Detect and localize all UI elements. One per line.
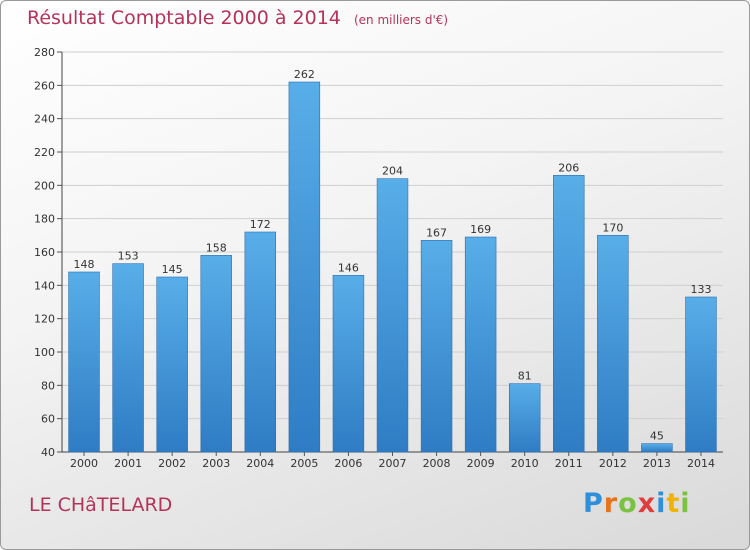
x-tick-label: 2007 xyxy=(379,457,407,470)
x-tick-label: 2004 xyxy=(246,457,274,470)
x-tick-label: 2008 xyxy=(423,457,451,470)
y-tick-label: 100 xyxy=(34,346,55,359)
bar xyxy=(112,263,144,453)
x-tick-label: 2012 xyxy=(599,457,627,470)
bar xyxy=(685,296,717,453)
bar xyxy=(68,271,100,453)
bar xyxy=(508,383,541,453)
bar-value-label: 133 xyxy=(690,283,711,296)
x-tick-label: 2010 xyxy=(511,457,539,470)
y-tick-label: 260 xyxy=(34,79,55,92)
bar xyxy=(288,81,321,453)
bar xyxy=(641,443,673,453)
bar xyxy=(156,276,188,453)
bar-value-label: 146 xyxy=(338,261,359,274)
bar xyxy=(420,240,453,453)
bar-value-label: 158 xyxy=(206,241,227,254)
bar-value-label: 145 xyxy=(162,263,183,276)
x-tick-label: 2003 xyxy=(202,457,230,470)
logo-letter: i xyxy=(680,488,691,519)
x-tick-label: 2014 xyxy=(687,457,715,470)
y-tick-label: 280 xyxy=(34,46,55,59)
y-tick-label: 60 xyxy=(41,413,55,426)
bar-value-label: 169 xyxy=(470,223,491,236)
bar-value-label: 262 xyxy=(294,68,315,81)
proxiti-logo: Proxiti xyxy=(583,488,691,519)
x-tick-label: 2005 xyxy=(290,457,318,470)
x-tick-label: 2000 xyxy=(70,457,98,470)
place-name: LE CHâTELARD xyxy=(29,494,173,516)
bar xyxy=(200,255,232,453)
x-tick-label: 2001 xyxy=(114,457,142,470)
logo-letter: x xyxy=(637,488,657,519)
bar-value-label: 81 xyxy=(518,370,532,383)
x-tick-label: 2002 xyxy=(158,457,186,470)
bar-value-label: 45 xyxy=(650,430,664,443)
bar xyxy=(464,236,497,453)
logo-letter: t xyxy=(666,488,681,519)
bar xyxy=(553,175,585,453)
bar-value-label: 172 xyxy=(250,218,271,231)
x-tick-label: 2011 xyxy=(555,457,583,470)
bar-value-label: 204 xyxy=(382,165,403,178)
y-tick-label: 140 xyxy=(34,279,55,292)
bar-value-label: 206 xyxy=(558,161,579,174)
x-tick-label: 2009 xyxy=(467,457,495,470)
x-tick-label: 2006 xyxy=(334,457,362,470)
y-tick-label: 240 xyxy=(34,113,55,126)
bar xyxy=(376,178,409,453)
y-tick-label: 40 xyxy=(41,446,55,459)
y-tick-label: 220 xyxy=(34,146,55,159)
logo-letter: P xyxy=(583,488,604,519)
x-tick-label: 2013 xyxy=(643,457,671,470)
logo-letter: i xyxy=(656,488,667,519)
bar-value-label: 148 xyxy=(74,258,95,271)
bar-value-label: 167 xyxy=(426,226,447,239)
y-tick-label: 200 xyxy=(34,179,55,192)
title-row: Résultat Comptable 2000 à 2014 (en milli… xyxy=(27,7,448,29)
y-tick-label: 120 xyxy=(34,313,55,326)
bar xyxy=(597,235,629,453)
chart-title: Résultat Comptable 2000 à 2014 xyxy=(27,7,341,29)
bar xyxy=(244,231,277,453)
logo-letter: o xyxy=(618,488,638,519)
bar-value-label: 153 xyxy=(118,250,139,263)
chart-unit-label: (en milliers d'€) xyxy=(353,13,449,27)
y-tick-label: 80 xyxy=(41,379,55,392)
y-tick-label: 160 xyxy=(34,246,55,259)
bar-value-label: 170 xyxy=(602,221,623,234)
y-tick-label: 180 xyxy=(34,213,55,226)
bar xyxy=(332,275,365,453)
logo-letter: r xyxy=(603,488,619,519)
